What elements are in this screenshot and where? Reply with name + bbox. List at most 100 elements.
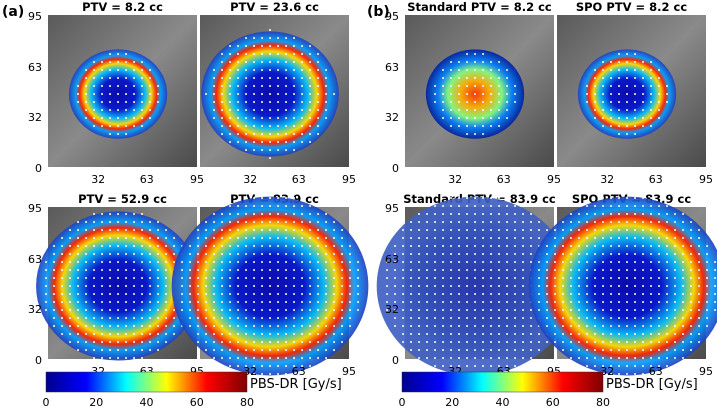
spot-marker [237, 69, 240, 72]
spot-marker [157, 221, 160, 224]
spot-marker [141, 101, 144, 104]
spot-marker [109, 245, 112, 248]
spot-marker [245, 277, 248, 280]
spot-marker [642, 317, 645, 320]
spot-marker [586, 221, 589, 224]
spot-marker [277, 85, 280, 88]
spot-marker [458, 125, 461, 128]
spot-marker [77, 341, 80, 344]
spot-marker [562, 285, 565, 288]
spot-marker [682, 245, 685, 248]
spot-marker [189, 309, 192, 312]
spot-marker [229, 45, 232, 48]
spot-marker [293, 349, 296, 352]
spot-marker [506, 237, 509, 240]
spot-marker [458, 365, 461, 368]
spot-marker [309, 341, 312, 344]
spot-marker [410, 245, 413, 248]
spot-marker [309, 349, 312, 352]
spot-marker [450, 205, 453, 208]
spot-marker [402, 261, 405, 264]
spot-marker [229, 93, 232, 96]
spot-marker [642, 237, 645, 240]
spot-marker [269, 357, 272, 360]
spot-marker [658, 117, 661, 120]
spot-marker [530, 229, 533, 232]
spot-marker [498, 101, 501, 104]
spot-marker [109, 53, 112, 56]
spot-marker [221, 269, 224, 272]
spot-marker [301, 349, 304, 352]
spot-marker [610, 261, 613, 264]
spot-marker [93, 317, 96, 320]
spot-marker [458, 253, 461, 256]
spot-marker [293, 197, 296, 200]
spot-marker [626, 261, 629, 264]
spot-marker [301, 101, 304, 104]
spot-marker [546, 245, 549, 248]
spot-marker [317, 309, 320, 312]
spot-marker [69, 333, 72, 336]
spot-marker [269, 149, 272, 152]
spot-marker [394, 285, 397, 288]
spot-marker [530, 341, 533, 344]
spot-marker [434, 261, 437, 264]
spot-marker [666, 261, 669, 264]
spot-marker [634, 229, 637, 232]
spot-marker [458, 197, 461, 200]
spot-marker [85, 77, 88, 80]
spot-marker [538, 309, 541, 312]
spot-marker [301, 365, 304, 368]
spot-marker [333, 221, 336, 224]
spot-marker [317, 333, 320, 336]
spot-marker [269, 205, 272, 208]
spot-marker [61, 293, 64, 296]
spot-marker [317, 221, 320, 224]
spot-marker [293, 365, 296, 368]
spot-marker [61, 285, 64, 288]
spot-marker [165, 237, 168, 240]
spot-marker [53, 277, 56, 280]
spot-marker [133, 213, 136, 216]
spot-marker [93, 61, 96, 64]
spot-marker [618, 237, 621, 240]
spot-marker [434, 277, 437, 280]
spot-marker [293, 309, 296, 312]
spot-marker [229, 117, 232, 120]
spot-marker [434, 221, 437, 224]
spot-marker [618, 229, 621, 232]
spot-marker [394, 325, 397, 328]
spot-marker [466, 197, 469, 200]
spot-marker [602, 341, 605, 344]
spot-marker [261, 357, 264, 360]
spot-marker [386, 269, 389, 272]
spot-marker [61, 277, 64, 280]
spot-marker [474, 197, 477, 200]
spot-marker [101, 245, 104, 248]
spot-marker [229, 269, 232, 272]
spot-marker [466, 85, 469, 88]
spot-marker [341, 309, 344, 312]
spot-marker [522, 293, 525, 296]
spot-marker [149, 117, 152, 120]
spot-marker [626, 117, 629, 120]
spot-marker [482, 221, 485, 224]
spot-marker [610, 125, 613, 128]
spot-marker [237, 213, 240, 216]
spot-marker [650, 341, 653, 344]
spot-marker [237, 61, 240, 64]
spot-marker [618, 53, 621, 56]
spot-marker [706, 253, 709, 256]
spot-marker [157, 253, 160, 256]
spot-marker [442, 213, 445, 216]
spot-marker [578, 237, 581, 240]
spot-marker [402, 277, 405, 280]
spot-marker [165, 309, 168, 312]
spot-marker [277, 301, 280, 304]
spot-marker [221, 277, 224, 280]
panel-title: PTV = 23.6 cc [230, 0, 319, 14]
spot-marker [253, 133, 256, 136]
spot-marker [458, 349, 461, 352]
spot-marker [570, 333, 573, 336]
